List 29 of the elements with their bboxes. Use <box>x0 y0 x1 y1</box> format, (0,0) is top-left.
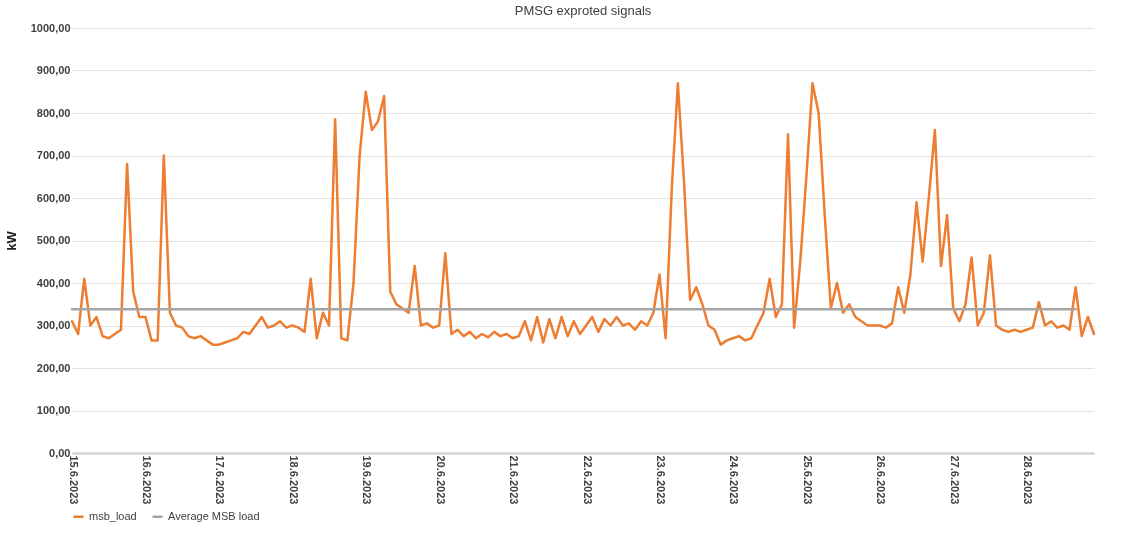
y-tick-label: 500,00 <box>36 234 71 246</box>
chart-title: PMSG exproted signals <box>514 3 652 18</box>
y-tick-label: 0,00 <box>49 446 71 459</box>
x-tick-label: 20.6.2023 <box>434 455 447 505</box>
legend-label: msb_load <box>89 509 137 522</box>
x-tick-label: 17.6.2023 <box>214 455 227 505</box>
legend-label: Average MSB load <box>168 509 260 522</box>
y-tick-label: 400,00 <box>36 276 71 289</box>
line-series <box>70 82 1096 346</box>
x-tick-label: 25.6.2023 <box>801 455 814 505</box>
x-tick-label: 27.6.2023 <box>948 455 961 505</box>
y-tick-label: 800,00 <box>36 106 71 119</box>
x-tick-label: 21.6.2023 <box>508 455 521 505</box>
x-tick-label: 22.6.2023 <box>581 455 594 505</box>
x-tick-label: 19.6.2023 <box>361 455 374 505</box>
x-tick-label: 18.6.2023 <box>287 455 300 505</box>
x-tick-label: 24.6.2023 <box>728 455 741 505</box>
y-tick-label: 600,00 <box>36 191 71 204</box>
y-tick-label: 700,00 <box>36 149 71 161</box>
x-tick-label: 16.6.2023 <box>140 455 153 505</box>
y-axis-title: kW <box>3 230 19 251</box>
y-tick-label: 100,00 <box>36 404 71 416</box>
y-tick-label: 300,00 <box>36 319 71 331</box>
y-tick-label: 1000,00 <box>30 21 71 34</box>
y-tick-label: 900,00 <box>36 64 71 76</box>
y-tick-label: 200,00 <box>36 361 71 374</box>
x-tick-label: 26.6.2023 <box>875 455 888 505</box>
x-tick-label: 23.6.2023 <box>655 455 667 505</box>
x-tick-label: 28.6.2023 <box>1022 455 1035 505</box>
